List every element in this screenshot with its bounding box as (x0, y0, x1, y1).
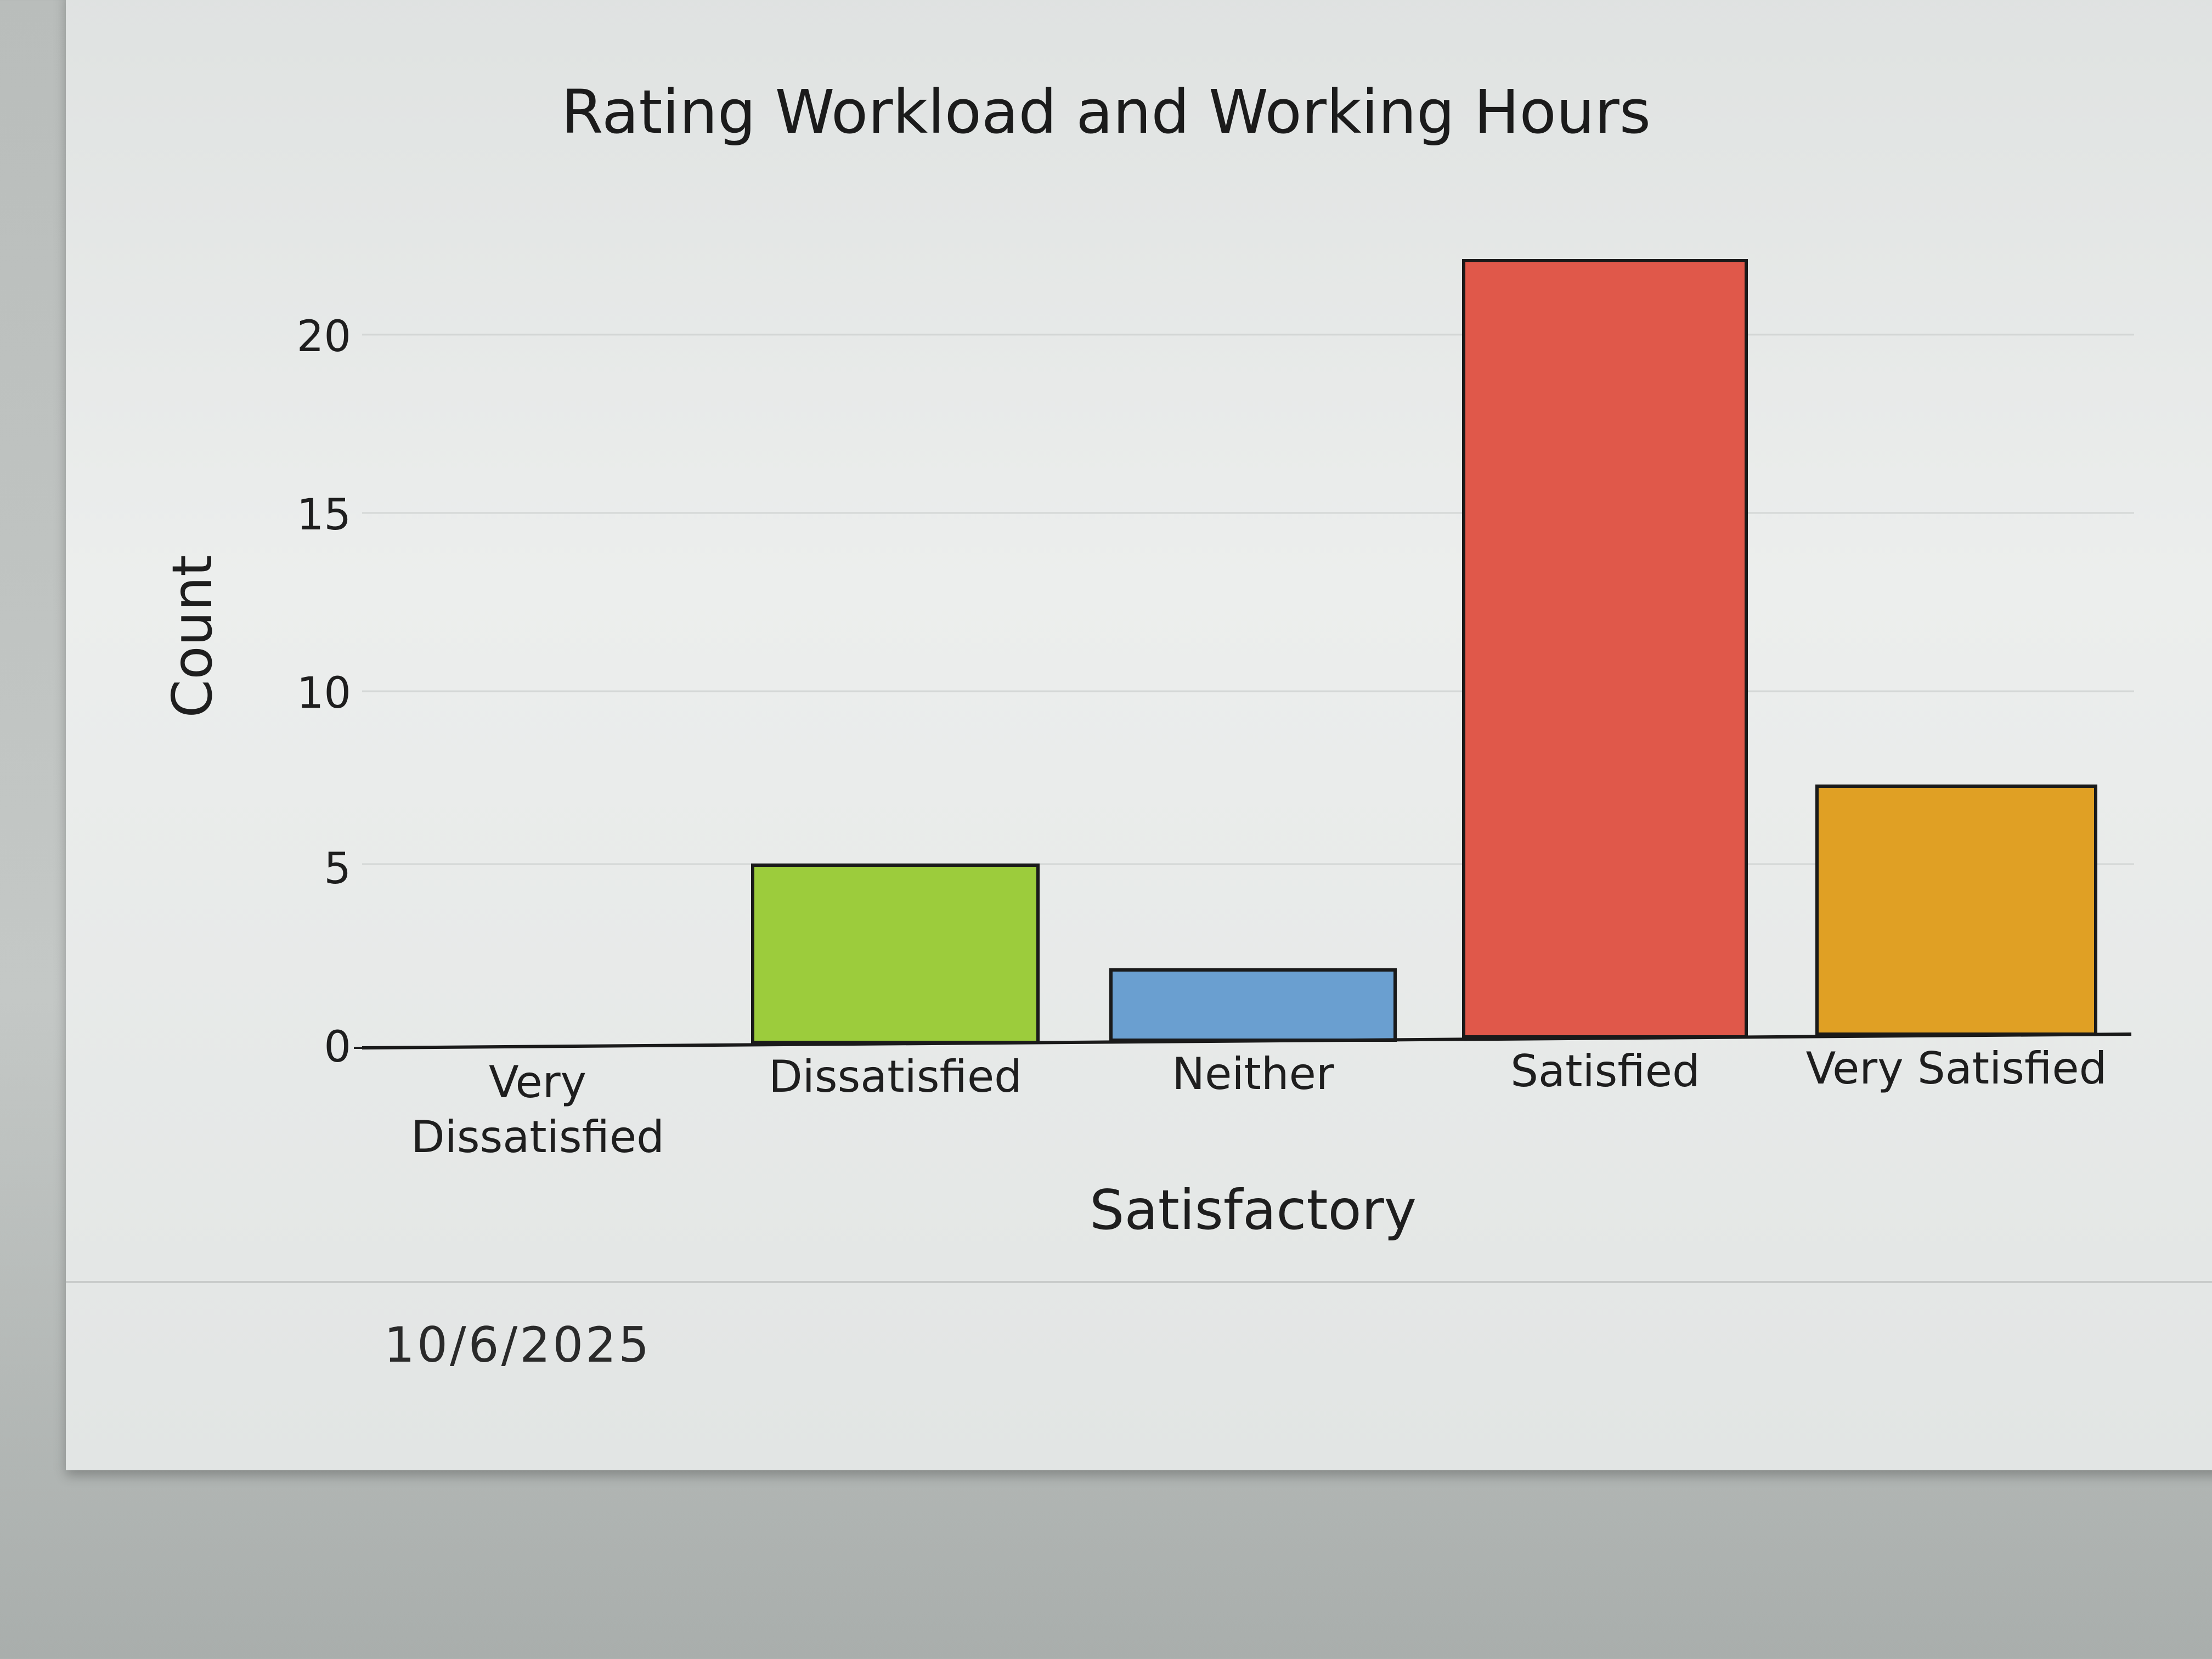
x-label-very-dissatisfied-1: Very (489, 1057, 586, 1108)
y-tick-15: 15 (297, 490, 351, 540)
bar-chart: 0 5 10 15 20 Count Very Dissatisfied Dis… (160, 259, 2134, 1242)
x-label-dissatisfied: Dissatisfied (769, 1051, 1022, 1102)
x-label-satisfied: Satisfied (1510, 1046, 1700, 1097)
bar-dissatisfied[interactable] (751, 864, 1040, 1044)
bar-satisfied[interactable] (1462, 259, 1748, 1039)
x-label-very-satisfied: Very Satisfied (1806, 1043, 2107, 1094)
x-axis-line (362, 1032, 2132, 1049)
footer-divider (66, 1281, 2212, 1283)
x-axis: Very Dissatisfied Dissatisfied Neither S… (411, 1043, 2107, 1163)
bar-very-satisfied[interactable] (1815, 785, 2097, 1036)
footer-date: 10/6/2025 (384, 1317, 652, 1373)
chart-title: Rating Workload and Working Hours (561, 77, 1651, 147)
x-label-very-dissatisfied-2: Dissatisfied (411, 1111, 664, 1163)
y-tick-5: 5 (324, 844, 351, 894)
y-axis: 0 5 10 15 20 (297, 312, 351, 1072)
y-tick-10: 10 (297, 669, 351, 718)
x-label-neither: Neither (1172, 1048, 1334, 1099)
y-axis-title: Count (160, 555, 224, 718)
y-tick-20: 20 (297, 312, 351, 362)
x-axis-title: Satisfactory (1090, 1178, 1417, 1242)
bars (751, 259, 2097, 1044)
bar-neither[interactable] (1109, 968, 1397, 1042)
gridlines (362, 334, 2134, 865)
y-tick-0: 0 (324, 1023, 351, 1072)
chart-card (66, 0, 2212, 1470)
